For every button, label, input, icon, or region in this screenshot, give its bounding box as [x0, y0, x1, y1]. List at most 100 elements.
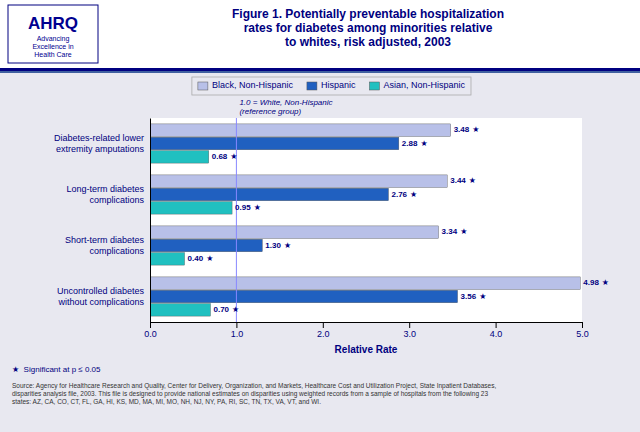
title: Figure 1. Potentially preventable hospit…	[232, 7, 504, 49]
text-line: Long-term diabetes	[66, 184, 144, 194]
significance-marker: ★	[469, 176, 476, 185]
bar	[150, 124, 451, 137]
x-tick: 2.0	[317, 322, 330, 339]
text-line: Figure 1. Potentially preventable hospit…	[232, 7, 504, 21]
legend-label: Black, Non-Hispanic	[212, 80, 294, 90]
chart: AHRQ AdvancingExcellence inHealth Care Fig…	[0, 0, 640, 432]
bar	[150, 239, 262, 252]
x-tick-label: 0.0	[144, 329, 157, 339]
x-tick-label: 5.0	[576, 329, 589, 339]
reference-label: 1.0 = White, Non-Hispanic(reference grou…	[239, 98, 332, 116]
y-tick: Long-term diabetescomplications	[66, 184, 150, 204]
significance-marker: ★	[254, 203, 261, 212]
bar	[150, 290, 458, 303]
plot-area	[150, 118, 580, 322]
data-label: 4.98	[583, 278, 599, 287]
legend-item: Hispanic	[307, 80, 356, 90]
significance-marker: ★	[479, 292, 486, 301]
bar	[150, 253, 185, 266]
x-tick: 5.0	[576, 322, 589, 339]
header-separator	[0, 71, 640, 73]
data-label: 3.48	[454, 125, 470, 134]
data-label: 0.70	[213, 305, 229, 314]
text-line: states: AZ, CA, CO, CT, FL, GA, HI, KS, …	[12, 398, 321, 405]
y-axis-line	[150, 119, 151, 323]
significance-marker: ★	[460, 227, 467, 236]
text-line: Advancing	[37, 35, 70, 43]
plot-background	[150, 118, 582, 322]
footnote: ★ Significant at p ≤ 0.05	[12, 365, 101, 374]
legend-item: Black, Non-Hispanic	[198, 80, 294, 90]
text-line: Uncontrolled diabetes	[57, 286, 145, 296]
significance-marker: ★	[232, 305, 239, 314]
bar	[150, 151, 209, 164]
bar	[150, 304, 210, 317]
background	[0, 0, 640, 432]
x-tick-label: 1.0	[231, 329, 244, 339]
y-tick: Uncontrolled diabeteswithout complicatio…	[57, 286, 150, 306]
x-tick-mark	[150, 322, 151, 328]
text-line: 1.0 = White, Non-Hispanic	[239, 98, 332, 107]
text-line: to whites, risk adjusted, 2003	[285, 35, 451, 49]
x-tick: 4.0	[490, 322, 503, 339]
bar	[150, 137, 399, 150]
data-label: 3.56	[461, 292, 477, 301]
bar	[150, 175, 447, 188]
text-line: Excellence in	[32, 43, 73, 50]
bar	[150, 202, 232, 215]
source: Source: Agency for Healthcare Research a…	[12, 382, 496, 405]
x-axis-line	[151, 323, 583, 329]
significance-marker: ★	[472, 125, 479, 134]
text-line: complications	[89, 246, 144, 256]
text-line: complications	[89, 195, 144, 205]
x-tick-mark	[582, 322, 583, 328]
legend-swatch	[198, 82, 208, 90]
x-tick: 0.0	[144, 322, 157, 339]
reference-line	[236, 118, 237, 322]
logo-subtext: AdvancingExcellence inHealth Care	[32, 35, 73, 58]
data-label: 0.95	[235, 203, 251, 212]
data-labels: 3.48★3.44★3.34★4.98★2.88★2.76★1.30★3.56★…	[188, 125, 609, 314]
legend-frame	[192, 77, 471, 95]
text-line: Source: Agency for Healthcare Research a…	[12, 382, 496, 390]
logo-text: AHRQ	[28, 14, 78, 33]
x-tick-mark	[236, 322, 237, 328]
significance-marker: ★	[284, 241, 291, 250]
y-tick-label: Uncontrolled diabeteswithout complicatio…	[57, 286, 145, 306]
bar	[150, 277, 580, 290]
x-tick-label: 2.0	[317, 329, 330, 339]
x-tick: 1.0	[231, 322, 244, 339]
data-label: 1.30	[265, 241, 281, 250]
data-label: 2.88	[402, 139, 418, 148]
logo-box	[8, 5, 98, 63]
x-tick-mark	[323, 322, 324, 328]
text-line: Diabetes-related lower	[54, 133, 144, 143]
header-separator	[0, 68, 640, 71]
data-label: 3.44	[450, 176, 466, 185]
legend-item: Asian, Non-Hispanic	[369, 80, 465, 90]
significance-marker: ★	[410, 190, 417, 199]
y-axis: Diabetes-related lowerextremity amputati…	[54, 119, 151, 323]
text-line: without complications	[57, 297, 144, 307]
significance-marker: ★	[420, 139, 427, 148]
x-axis-title: Relative Rate	[335, 344, 398, 355]
x-tick-mark	[496, 322, 497, 328]
significance-marker: ★	[602, 278, 609, 287]
legend-swatch	[307, 82, 317, 90]
y-tick-label: Short-term diabetescomplications	[65, 235, 145, 255]
data-label: 0.40	[188, 254, 204, 263]
x-tick-mark	[409, 322, 410, 328]
y-tick: Short-term diabetescomplications	[65, 235, 150, 255]
data-label: 2.76	[391, 190, 407, 199]
significance-marker: ★	[206, 254, 213, 263]
legend: Black, Non-Hispanic Hispanic Asian, Non-Hi…	[192, 77, 471, 95]
text-line: Health Care	[34, 51, 71, 58]
legend-swatch	[369, 82, 379, 90]
text-line: (reference group)	[239, 107, 301, 116]
text-line: rates for diabetes among minorities rela…	[244, 21, 493, 35]
y-tick-label: Diabetes-related lowerextremity amputati…	[54, 133, 145, 153]
bar	[150, 226, 439, 239]
significance-marker: ★	[230, 152, 237, 161]
x-tick-label: 4.0	[490, 329, 503, 339]
text-line: disparities analysis file, 2003. This fi…	[12, 390, 488, 398]
